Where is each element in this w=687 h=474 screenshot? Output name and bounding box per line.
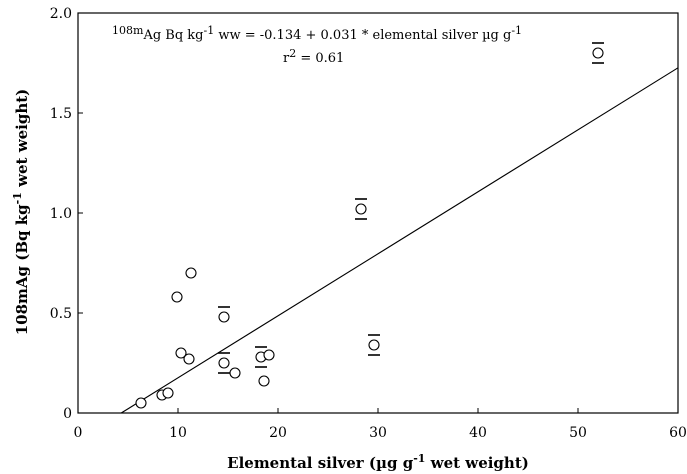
data-point xyxy=(135,397,147,409)
y-tick-label: 1.0 xyxy=(50,206,72,222)
x-tick-label: 60 xyxy=(669,425,687,441)
plot-frame xyxy=(77,12,679,414)
data-point xyxy=(183,353,195,365)
regression-line-group xyxy=(120,67,679,414)
y-tick-label: 0 xyxy=(63,406,72,422)
regression-line xyxy=(120,67,679,414)
x-tick-label: 50 xyxy=(569,425,587,441)
axes xyxy=(77,12,679,414)
data-point xyxy=(368,339,380,351)
data-point xyxy=(258,375,270,387)
data-point xyxy=(218,311,230,323)
r-squared-annotation: r2 = 0.61 xyxy=(283,47,344,66)
data-point xyxy=(229,367,241,379)
data-point xyxy=(592,47,604,59)
data-point xyxy=(175,347,187,359)
data-point xyxy=(185,267,197,279)
y-tick-label: 1.5 xyxy=(50,106,72,122)
y-tick-label: 0.5 xyxy=(50,306,72,322)
y-tick-label: 2.0 xyxy=(50,6,72,22)
data-point xyxy=(171,291,183,303)
data-points xyxy=(135,42,604,409)
equation-annotation: 108mAg Bq kg-1 ww = -0.134 + 0.031 * ele… xyxy=(112,24,522,43)
data-point xyxy=(218,357,230,369)
x-tick-label: 20 xyxy=(269,425,287,441)
data-point xyxy=(263,349,275,361)
x-axis-title: Elemental silver (µg g-1 wet weight) xyxy=(227,452,529,472)
data-point xyxy=(162,387,174,399)
ticks: 0 10 20 30 40 50 60 0 0.5 1.0 1.5 2.0 xyxy=(50,6,687,441)
x-tick-label: 0 xyxy=(74,425,83,441)
x-tick-label: 10 xyxy=(169,425,187,441)
x-tick-label: 30 xyxy=(369,425,387,441)
x-tick-label: 40 xyxy=(469,425,487,441)
y-axis-title: 108mAg (Bq kg-1 wet weight) xyxy=(11,89,31,336)
data-point xyxy=(355,203,367,215)
